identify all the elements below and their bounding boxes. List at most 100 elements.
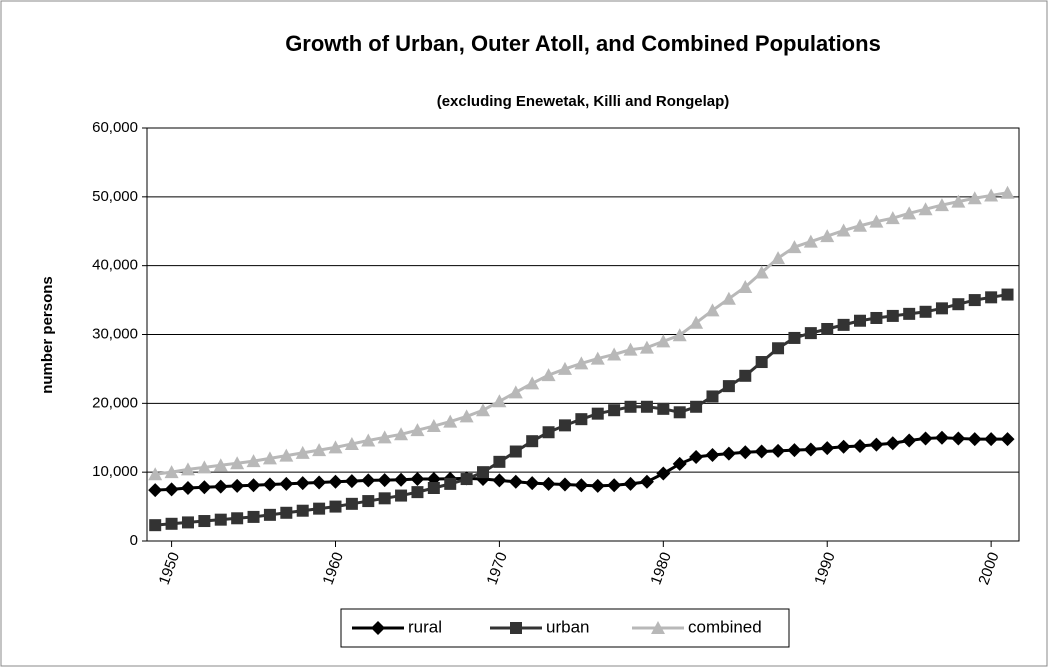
marker (213, 479, 228, 494)
marker (329, 500, 342, 513)
marker (918, 431, 933, 446)
marker (639, 340, 654, 354)
marker (313, 502, 326, 515)
marker (886, 309, 899, 322)
marker (821, 322, 834, 335)
legend-marker (651, 621, 665, 634)
marker (541, 368, 556, 382)
marker (803, 442, 818, 457)
marker (771, 251, 786, 265)
marker (673, 406, 686, 419)
marker (197, 460, 212, 474)
marker (575, 413, 588, 426)
marker (918, 202, 933, 216)
legend-label: urban (546, 617, 589, 636)
marker (771, 443, 786, 458)
marker (344, 436, 359, 450)
marker (262, 451, 277, 465)
marker (689, 450, 704, 465)
marker (623, 342, 638, 356)
marker (180, 462, 195, 476)
marker (623, 476, 638, 491)
marker (607, 478, 622, 493)
marker (951, 431, 966, 446)
marker (705, 447, 720, 462)
marker (361, 433, 376, 447)
y-tick-label: 10,000 (92, 463, 138, 480)
marker (328, 474, 343, 489)
marker (804, 327, 817, 340)
marker (328, 440, 343, 454)
y-tick-label: 0 (130, 532, 138, 549)
marker (395, 489, 408, 502)
marker (262, 477, 277, 492)
marker (296, 504, 309, 517)
marker (231, 512, 244, 525)
marker (968, 294, 981, 307)
marker (148, 483, 163, 498)
marker (853, 439, 868, 454)
marker (739, 369, 752, 382)
marker (919, 305, 932, 318)
marker (1001, 288, 1014, 301)
marker (788, 331, 801, 344)
marker (443, 414, 458, 428)
marker (820, 441, 835, 456)
legend-marker (510, 622, 522, 634)
marker (312, 443, 327, 457)
marker (198, 515, 211, 528)
marker (377, 430, 392, 444)
chart-title: Growth of Urban, Outer Atoll, and Combin… (285, 31, 881, 56)
marker (640, 400, 653, 413)
marker (738, 280, 753, 294)
marker (869, 437, 884, 452)
marker (854, 314, 867, 327)
marker (1000, 185, 1015, 199)
legend: rural urban combined (340, 608, 790, 648)
marker (951, 194, 966, 208)
marker (410, 423, 425, 437)
marker (885, 436, 900, 451)
marker (689, 315, 704, 329)
marker (934, 430, 949, 445)
marker (295, 445, 310, 459)
marker (820, 229, 835, 243)
marker (624, 400, 637, 413)
marker (754, 265, 769, 279)
marker (836, 439, 851, 454)
marker (706, 390, 719, 403)
marker (755, 356, 768, 369)
marker (967, 432, 982, 447)
marker (984, 432, 999, 447)
marker (787, 240, 802, 254)
marker (885, 211, 900, 225)
marker (787, 443, 802, 458)
marker (149, 519, 162, 532)
marker (444, 477, 457, 490)
marker (672, 456, 687, 471)
marker (165, 517, 178, 530)
marker (738, 445, 753, 460)
marker (230, 456, 245, 470)
marker (279, 476, 294, 491)
marker (525, 376, 540, 390)
legend-label: rural (408, 617, 442, 636)
marker (722, 380, 735, 393)
marker (1000, 432, 1015, 447)
marker (508, 385, 523, 399)
y-tick-label: 30,000 (92, 325, 138, 342)
marker (574, 478, 589, 493)
marker (526, 435, 539, 448)
marker (213, 458, 228, 472)
marker (705, 303, 720, 317)
marker (772, 342, 785, 355)
marker (345, 497, 358, 510)
legend-label: combined (688, 617, 762, 636)
marker (279, 448, 294, 462)
marker (657, 402, 670, 415)
marker (394, 427, 409, 441)
marker (853, 218, 868, 232)
marker (557, 477, 572, 492)
marker (378, 492, 391, 505)
marker (362, 495, 375, 508)
